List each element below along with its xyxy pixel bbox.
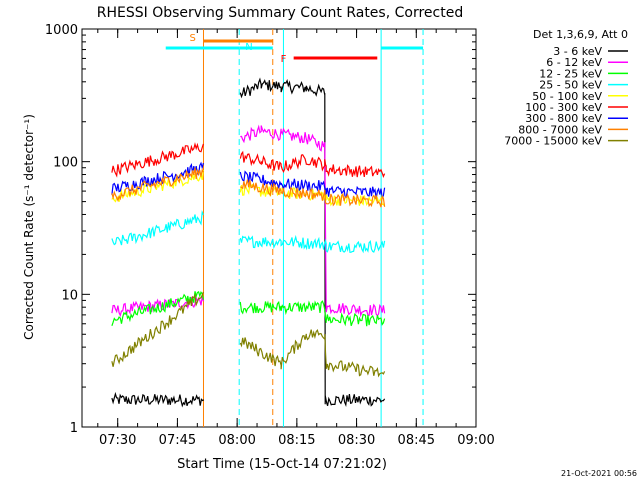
x-tick-label: 08:30 [338, 433, 375, 448]
legend-entry-label: 12 - 25 keV [539, 67, 602, 80]
x-tick-label: 08:45 [398, 433, 435, 448]
y-tick-label: 1000 [45, 23, 78, 38]
series-line [111, 77, 386, 408]
x-tick-label: 09:00 [457, 433, 494, 448]
legend-title: Det 1,3,6,9, Att 0 [533, 28, 628, 41]
series-line [111, 291, 386, 378]
series-line [111, 142, 386, 179]
plot-area: 1 10 100 1000 07:30 07:45 08:00 08:15 08:30 08:45… [45, 23, 495, 448]
y-axis-label: Corrected Count Rate (s⁻¹ detector⁻¹) [22, 114, 36, 340]
x-tick-label: 08:00 [218, 433, 255, 448]
legend-entry-label: 50 - 100 keV [532, 90, 602, 103]
series-line [111, 167, 386, 208]
y-tick-label: 1 [70, 421, 78, 436]
legend-entry-label: 100 - 300 keV [525, 101, 602, 114]
series-line [111, 290, 386, 327]
time-marker-label: S [189, 33, 195, 44]
plot-frame [81, 28, 477, 428]
chart-title: RHESSI Observing Summary Count Rates, Co… [97, 5, 463, 21]
legend-entry-label: 300 - 800 keV [525, 112, 602, 125]
x-tick-label: 07:30 [99, 433, 136, 448]
legend-entry-label: 3 - 6 keV [553, 45, 602, 58]
state-bar-label: N [245, 42, 252, 53]
x-tick-label: 08:15 [278, 433, 315, 448]
x-axis-label: Start Time (15-Oct-14 07:21:02) [177, 457, 387, 472]
footer-date: 21-Oct-2021 00:56 [561, 469, 637, 478]
series-line [111, 209, 386, 254]
legend-entry-label: 25 - 50 keV [539, 79, 602, 92]
legend-entry-label: 800 - 7000 keV [518, 123, 602, 136]
y-tick-label: 100 [53, 156, 78, 171]
legend-entry-label: 6 - 12 keV [546, 56, 602, 69]
y-tick-label: 10 [61, 288, 78, 303]
legend-entry-label: 7000 - 15000 keV [504, 135, 602, 148]
series-line [111, 124, 386, 318]
x-tick-label: 07:45 [159, 433, 196, 448]
state-bar-label: F [281, 54, 287, 65]
series-line [111, 161, 386, 201]
